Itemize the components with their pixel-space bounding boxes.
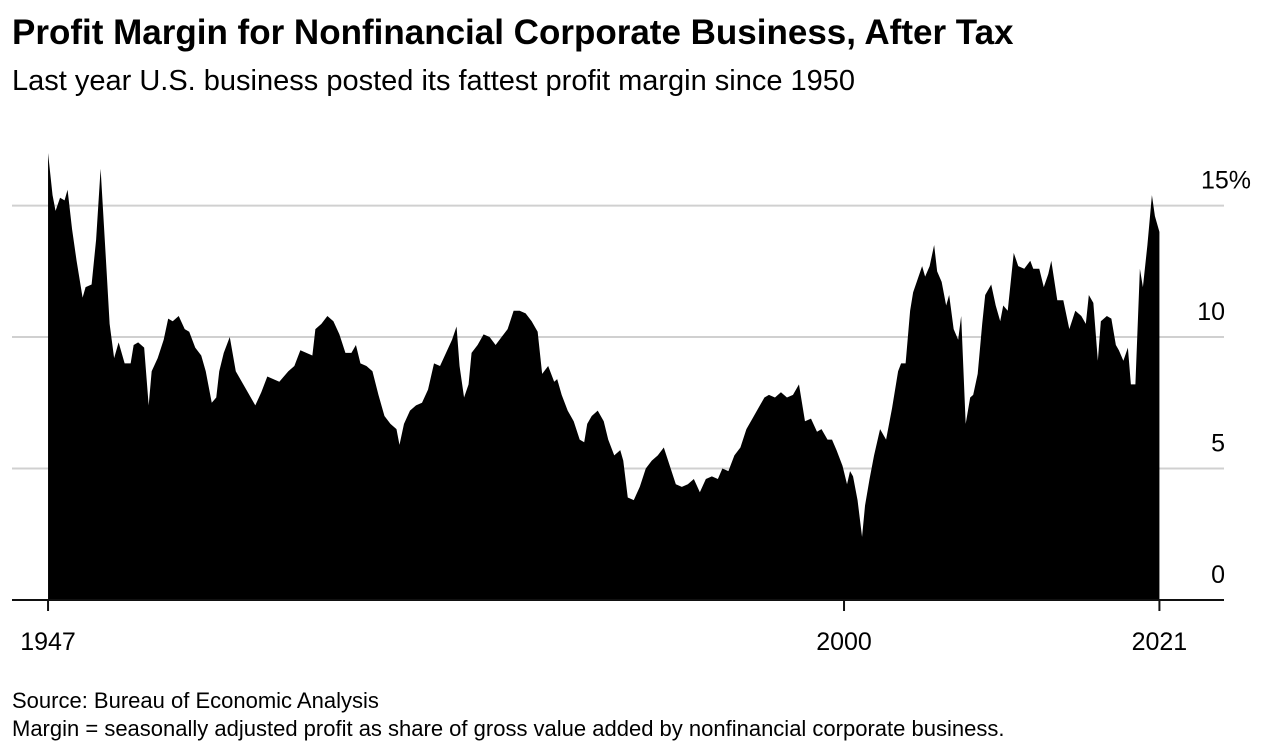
y-tick-label: 10	[1197, 298, 1225, 326]
area	[48, 152, 1160, 600]
chart-title: Profit Margin for Nonfinancial Corporate…	[12, 13, 1014, 52]
chart-subtitle: Last year U.S. business posted its fatte…	[12, 65, 855, 97]
source: Source: Bureau of Economic Analysis	[12, 688, 379, 713]
x-tick-label: 2021	[1132, 628, 1188, 656]
y-tick-label: 0	[1211, 561, 1225, 589]
x-tick-label: 1947	[20, 628, 76, 656]
x-tick-label: 2000	[816, 628, 872, 656]
y-tick-label: 5	[1211, 430, 1225, 458]
y-tick-label: 15%	[1201, 167, 1251, 195]
note: Margin = seasonally adjusted profit as s…	[12, 716, 1004, 741]
